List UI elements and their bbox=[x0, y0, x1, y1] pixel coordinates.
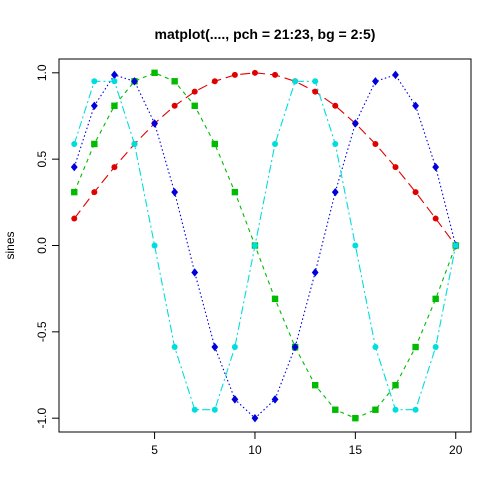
series-3-point bbox=[392, 70, 399, 80]
series-layer bbox=[70, 69, 460, 423]
series-3-point bbox=[111, 70, 118, 80]
series-3-point bbox=[311, 268, 319, 277]
series-4-point bbox=[91, 78, 98, 85]
plot-frame bbox=[58, 58, 472, 433]
x-tick-label: 15 bbox=[349, 443, 363, 457]
series-4-point bbox=[392, 406, 399, 413]
series-4-point bbox=[432, 344, 439, 351]
series-1-point bbox=[312, 88, 319, 95]
series-2-point bbox=[211, 140, 219, 148]
y-tick-label: -1.0 bbox=[35, 408, 49, 429]
series-4-point bbox=[372, 344, 379, 351]
series-3-point bbox=[251, 413, 259, 423]
x-axis: 5 10 15 20 bbox=[151, 431, 463, 457]
series-3-point bbox=[372, 77, 379, 86]
y-tick-label: 0.0 bbox=[35, 237, 49, 254]
series-3-point bbox=[291, 342, 299, 352]
series-1-line bbox=[73, 72, 457, 246]
series-4-point bbox=[352, 242, 359, 249]
series-4-point bbox=[251, 242, 258, 249]
series-2-line bbox=[73, 72, 457, 419]
series-2-point bbox=[412, 343, 419, 351]
series-4-point bbox=[151, 242, 158, 249]
y-tick-label: 1.0 bbox=[35, 64, 49, 81]
chart-title: matplot(...., pch = 21:23, bg = 2:5) bbox=[155, 26, 376, 42]
series-2-point bbox=[151, 69, 158, 77]
series-2-point bbox=[111, 102, 118, 109]
series-3-point bbox=[331, 187, 339, 197]
series-2-point bbox=[352, 414, 359, 422]
series-2-point bbox=[392, 382, 399, 389]
series-3-point bbox=[151, 119, 158, 128]
series-4-point bbox=[412, 406, 419, 413]
series-2-point bbox=[332, 406, 339, 413]
series-3-point bbox=[412, 101, 419, 110]
series-3-point bbox=[231, 395, 239, 404]
series-1-point bbox=[392, 164, 399, 171]
x-tick-label: 20 bbox=[449, 443, 463, 457]
series-2-point bbox=[231, 188, 239, 196]
series-1-point bbox=[231, 71, 238, 78]
series-4-point bbox=[171, 344, 178, 351]
series-1-point bbox=[251, 69, 258, 76]
series-4-point bbox=[332, 140, 339, 147]
series-3-point bbox=[90, 101, 98, 110]
series-4-point bbox=[71, 140, 78, 147]
series-3-point bbox=[131, 77, 138, 86]
series-4-point bbox=[292, 78, 299, 85]
series-2-point bbox=[432, 295, 439, 303]
series-2-point bbox=[271, 295, 279, 303]
series-1-point bbox=[412, 189, 419, 196]
x-tick-label: 5 bbox=[151, 443, 158, 457]
series-2-point bbox=[191, 102, 198, 109]
series-4-point bbox=[452, 242, 459, 249]
series-4-point bbox=[111, 78, 118, 85]
series-1-point bbox=[111, 164, 118, 171]
x-tick-label: 10 bbox=[248, 443, 262, 457]
series-1-point bbox=[432, 215, 439, 222]
series-4-point bbox=[231, 344, 238, 351]
series-2-point bbox=[171, 78, 178, 85]
series-1-point bbox=[211, 78, 218, 85]
series-1-point bbox=[372, 140, 379, 147]
series-3-point bbox=[171, 187, 179, 197]
series-1-point bbox=[272, 71, 279, 78]
series-4-point bbox=[211, 406, 218, 413]
series-4-point bbox=[312, 78, 319, 85]
series-1-point bbox=[332, 102, 339, 109]
series-1-point bbox=[71, 215, 78, 222]
series-2-point bbox=[311, 382, 319, 389]
series-4-line bbox=[73, 80, 457, 411]
series-2-point bbox=[91, 140, 98, 148]
series-3-point bbox=[351, 119, 359, 128]
series-3-line bbox=[73, 74, 457, 419]
series-4-point bbox=[131, 140, 138, 147]
series-2-point bbox=[71, 188, 78, 196]
y-axis: -1.0 -0.5 0.0 0.5 1.0 bbox=[35, 64, 60, 429]
series-4-point bbox=[272, 140, 279, 147]
series-1-point bbox=[91, 189, 98, 196]
y-tick-label: 0.5 bbox=[35, 150, 49, 167]
series-4-point bbox=[191, 406, 198, 413]
series-3-point bbox=[70, 162, 78, 172]
y-axis-label: sines bbox=[3, 231, 17, 259]
series-2-point bbox=[372, 406, 379, 413]
series-3-point bbox=[432, 162, 440, 172]
series-1-point bbox=[171, 102, 178, 109]
series-3-point bbox=[191, 268, 199, 277]
series-3-point bbox=[211, 342, 219, 352]
y-tick-label: -0.5 bbox=[35, 321, 49, 342]
series-1-point bbox=[191, 88, 198, 95]
series-3-point bbox=[271, 395, 279, 404]
